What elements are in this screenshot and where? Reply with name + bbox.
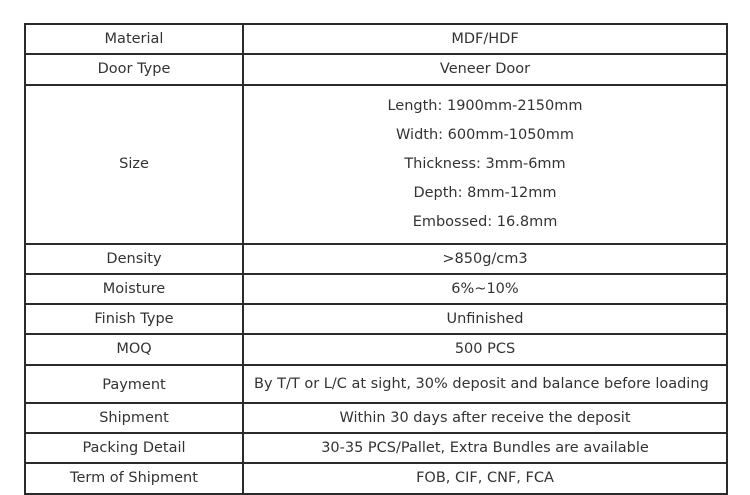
spec-label-finish-type: Finish Type [24, 303, 244, 336]
spec-label-density: Density [24, 242, 244, 275]
spec-label-packing-detail: Packing Detail [24, 432, 244, 465]
table-row: MOQ 500 PCS [24, 333, 728, 366]
table-row: Density >850g/cm3 [24, 242, 728, 275]
spec-label-term-of-shipment: Term of Shipment [24, 462, 244, 495]
spec-label-material: Material [24, 22, 244, 56]
product-specification-table-container: Material MDF/HDF Door Type Veneer Door S… [24, 22, 728, 495]
spec-label-moisture: Moisture [24, 272, 244, 306]
table-row: Packing Detail 30-35 PCS/Pallet, Extra B… [24, 432, 728, 465]
spec-label-door-type: Door Type [24, 53, 244, 86]
size-line-width: Width: 600mm-1050mm [396, 126, 574, 143]
spec-value-moq: 500 PCS [242, 333, 728, 366]
spec-value-shipment: Within 30 days after receive the deposit [242, 401, 728, 435]
spec-value-term-of-shipment: FOB, CIF, CNF, FCA [242, 462, 728, 495]
spec-label-size: Size [24, 83, 244, 245]
table-row: Term of Shipment FOB, CIF, CNF, FCA [24, 462, 728, 495]
table-row: Material MDF/HDF [24, 22, 728, 56]
table-row: Payment By T/T or L/C at sight, 30% depo… [24, 363, 728, 404]
spec-value-finish-type: Unfinished [242, 303, 728, 336]
spec-value-door-type: Veneer Door [242, 53, 728, 86]
spec-value-moisture: 6%~10% [242, 272, 728, 306]
table-row: Size Length: 1900mm-2150mm Width: 600mm-… [24, 83, 728, 245]
spec-label-payment: Payment [24, 363, 244, 404]
size-line-embossed: Embossed: 16.8mm [412, 213, 558, 230]
product-specification-table: Material MDF/HDF Door Type Veneer Door S… [24, 22, 728, 495]
table-row: Moisture 6%~10% [24, 272, 728, 306]
size-line-thickness: Thickness: 3mm-6mm [404, 155, 566, 172]
size-line-length: Length: 1900mm-2150mm [387, 97, 583, 114]
spec-value-payment: By T/T or L/C at sight, 30% deposit and … [242, 363, 728, 404]
table-row: Shipment Within 30 days after receive th… [24, 401, 728, 435]
spec-label-moq: MOQ [24, 333, 244, 366]
table-row: Finish Type Unfinished [24, 303, 728, 336]
spec-label-shipment: Shipment [24, 401, 244, 435]
table-body: Material MDF/HDF Door Type Veneer Door S… [24, 22, 728, 495]
spec-value-packing-detail: 30-35 PCS/Pallet, Extra Bundles are avai… [242, 432, 728, 465]
spec-value-size: Length: 1900mm-2150mm Width: 600mm-1050m… [242, 83, 728, 245]
spec-value-material: MDF/HDF [242, 22, 728, 56]
spec-value-density: >850g/cm3 [242, 242, 728, 275]
table-row: Door Type Veneer Door [24, 53, 728, 86]
size-line-depth: Depth: 8mm-12mm [413, 184, 557, 201]
